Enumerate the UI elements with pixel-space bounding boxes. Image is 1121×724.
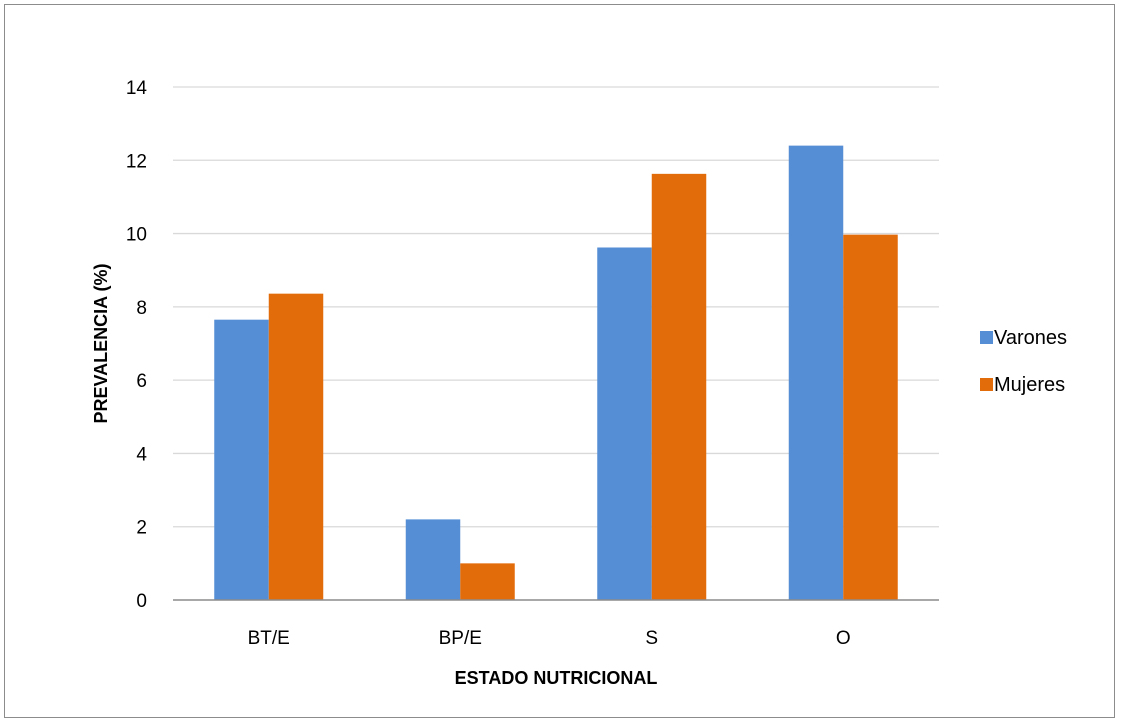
legend: Varones Mujeres: [980, 327, 1067, 396]
y-tick-label: 8: [136, 298, 147, 319]
y-tick-label: 4: [136, 444, 147, 465]
x-tick-labels: BT/E BP/E S O: [248, 628, 851, 649]
y-tick-label: 12: [126, 151, 147, 172]
legend-label-mujeres: Mujeres: [994, 374, 1065, 396]
bar-mujeres-1: [460, 563, 515, 600]
bar-varones-2: [597, 247, 652, 600]
x-axis-title: ESTADO NUTRICIONAL: [455, 668, 658, 688]
bar-mujeres-3: [843, 234, 898, 600]
bar-varones-0: [214, 319, 269, 600]
bar-mujeres-2: [651, 173, 707, 600]
bar-mujeres-0: [268, 293, 324, 600]
y-tick-label: 14: [126, 78, 148, 99]
y-tick-label: 2: [136, 518, 147, 539]
bar-varones-3: [788, 145, 844, 600]
bars: [214, 145, 898, 600]
y-axis-title: PREVALENCIA (%): [91, 263, 111, 423]
y-tick-label: 10: [126, 225, 147, 246]
y-tick-label: 0: [136, 591, 147, 612]
bar-varones-1: [405, 519, 461, 600]
x-tick-label: S: [645, 628, 658, 649]
legend-swatch-varones: [980, 331, 993, 344]
y-tick-label: 6: [136, 371, 147, 392]
x-tick-label: BT/E: [248, 628, 290, 649]
x-tick-label: O: [836, 628, 851, 649]
legend-label-varones: Varones: [994, 327, 1067, 349]
chart-frame: [4, 4, 1115, 718]
x-tick-label: BP/E: [439, 628, 482, 649]
legend-swatch-mujeres: [980, 378, 993, 391]
y-tick-labels: 0 2 4 6 8 10 12 14: [126, 78, 148, 612]
